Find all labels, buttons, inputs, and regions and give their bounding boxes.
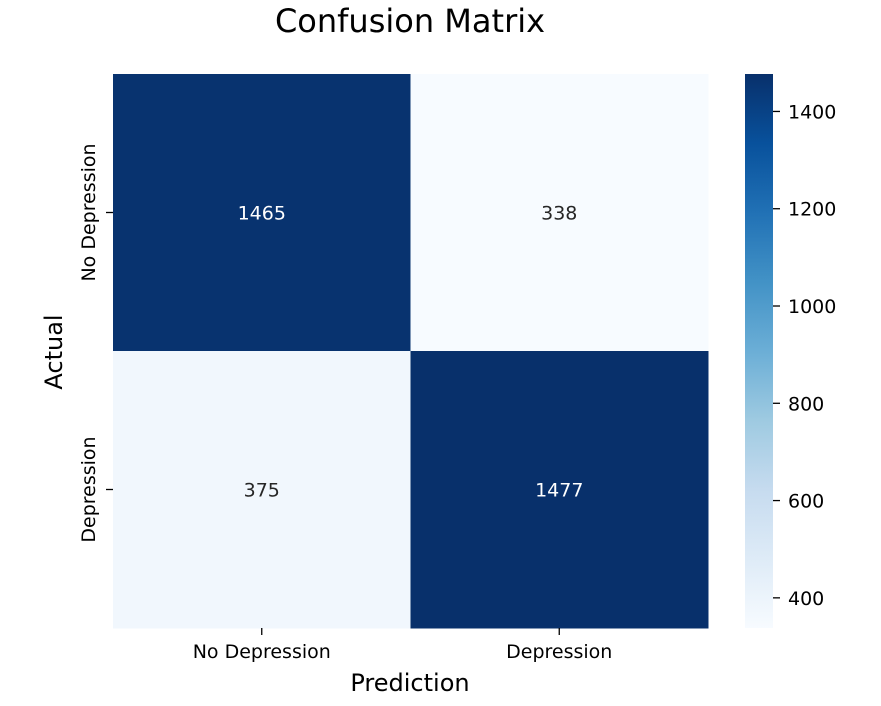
colorbar-tick-label: 1200 <box>788 199 836 221</box>
x-axis-ticks: No Depression Depression <box>193 628 612 663</box>
colorbar-tick-label: 400 <box>788 588 824 610</box>
x-tick-label: Depression <box>506 641 612 663</box>
colorbar <box>745 74 773 628</box>
colorbar-ticks: 400 600 800 1000 1200 1400 <box>773 101 836 610</box>
x-tick-label: No Depression <box>193 641 331 663</box>
y-tick-label: No Depression <box>78 143 100 281</box>
heatmap-cell <box>113 351 411 629</box>
cell-value-label: 1477 <box>535 480 583 502</box>
heatmap-cell <box>410 351 709 629</box>
heatmap-cell <box>410 74 709 352</box>
y-axis-ticks: No Depression Depression <box>78 143 113 543</box>
cell-value-label: 1465 <box>238 203 286 225</box>
chart-title: Confusion Matrix <box>275 2 545 40</box>
y-tick-label: Depression <box>78 436 100 542</box>
colorbar-tick-label: 600 <box>788 491 824 513</box>
y-axis-label: Actual <box>40 314 68 389</box>
x-axis-label: Prediction <box>350 669 469 697</box>
heatmap-cells <box>113 74 709 629</box>
colorbar-tick-label: 800 <box>788 393 824 415</box>
colorbar-tick-label: 1400 <box>788 101 836 123</box>
cell-value-label: 375 <box>244 480 280 502</box>
cell-values: 1465 338 375 1477 <box>238 203 584 502</box>
heatmap-cell <box>113 74 411 352</box>
colorbar-tick-label: 1000 <box>788 296 836 318</box>
cell-value-label: 338 <box>541 203 577 225</box>
